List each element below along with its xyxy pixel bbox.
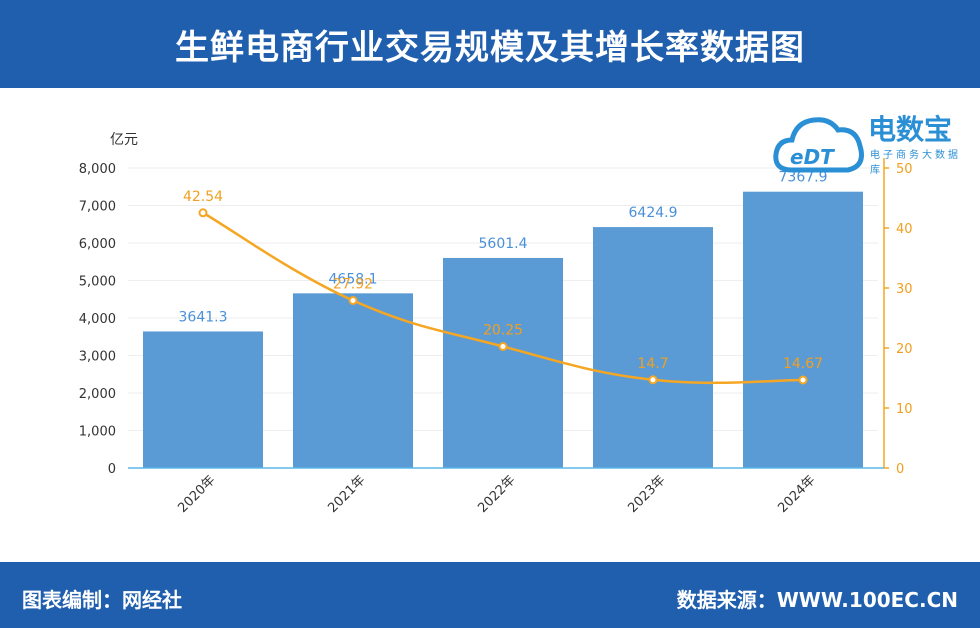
header-bar: 生鲜电商行业交易规模及其增长率数据图 (0, 0, 980, 88)
logo-sub: 电子商务大数据库 (870, 150, 961, 176)
growth-point (198, 208, 208, 218)
growth-value-label: 27.92 (333, 276, 373, 292)
y2-tick-label: 20 (896, 342, 913, 357)
y-axis-label: 亿元 (110, 132, 138, 148)
y-tick-label: 3,000 (79, 350, 116, 365)
growth-value-label: 14.67 (783, 356, 823, 372)
bar-value-label: 4658.1 (329, 271, 378, 287)
y-tick-label: 5,000 (79, 275, 116, 290)
y-tick-label: 2,000 (79, 387, 116, 402)
y2-tick-label: 30 (896, 282, 913, 297)
logo-badge: eDT (790, 145, 835, 169)
y-tick-label: 1,000 (79, 425, 116, 440)
y2-tick-label: 10 (896, 402, 913, 417)
growth-point (648, 375, 658, 385)
bars (143, 191, 863, 469)
bar (593, 227, 713, 468)
bar-value-label: 6424.9 (629, 205, 678, 221)
bar-value-label: 3641.3 (179, 309, 228, 325)
y-tick-label: 4,000 (79, 312, 116, 327)
right-y-axis: 0 10 20 30 40 50 (883, 158, 913, 477)
logo-brand: 电数宝 (868, 113, 953, 146)
bar-labels: 3641.3 4658.1 5601.4 6424.9 7367.9 (179, 170, 828, 326)
growth-point (798, 375, 808, 385)
footer-bar: 图表编制：网经社 数据来源：WWW.100EC.CN (0, 562, 980, 628)
compiled-by: 图表编制：网经社 (22, 588, 182, 612)
y-tick-label: 7,000 (79, 200, 116, 215)
y2-tick-label: 50 (896, 162, 913, 177)
bar (743, 191, 863, 469)
growth-value-label: 42.54 (183, 189, 223, 205)
line-labels: 42.54 27.92 20.25 14.7 14.67 (183, 189, 823, 372)
x-axis: 2020年 2021年 2022年 2023年 2024年 (128, 467, 884, 516)
x-tick-label: 2022年 (475, 473, 518, 516)
chart-title: 生鲜电商行业交易规模及其增长率数据图 (175, 27, 805, 68)
y-tick-label: 8,000 (79, 162, 116, 177)
x-tick-label: 2020年 (175, 473, 218, 516)
growth-value-label: 14.7 (637, 356, 668, 372)
y-tick-label: 0 (108, 462, 116, 477)
growth-line (198, 208, 808, 385)
growth-point (498, 342, 508, 351)
bar-value-label: 7367.9 (779, 170, 828, 186)
cloud-logo-icon: eDT (773, 117, 864, 173)
x-tick-label: 2024年 (775, 473, 818, 516)
left-y-axis: 0 1,000 2,000 3,000 4,000 5,000 6,000 7,000 8,00… (79, 162, 116, 477)
bar-value-label: 5601.4 (479, 236, 528, 252)
growth-point (348, 295, 358, 305)
data-source: 数据来源：WWW.100EC.CN (676, 588, 958, 612)
bar (143, 331, 263, 468)
y2-tick-label: 0 (896, 462, 904, 477)
bar (443, 257, 563, 468)
logo: eDT 电数宝 电子商务大数据库 (770, 100, 970, 186)
bar (293, 293, 413, 468)
y-tick-label: 6,000 (79, 237, 116, 252)
growth-value-label: 20.25 (483, 323, 523, 339)
y2-tick-label: 40 (896, 222, 913, 237)
x-tick-label: 2023年 (625, 473, 668, 516)
x-tick-label: 2021年 (325, 473, 368, 516)
